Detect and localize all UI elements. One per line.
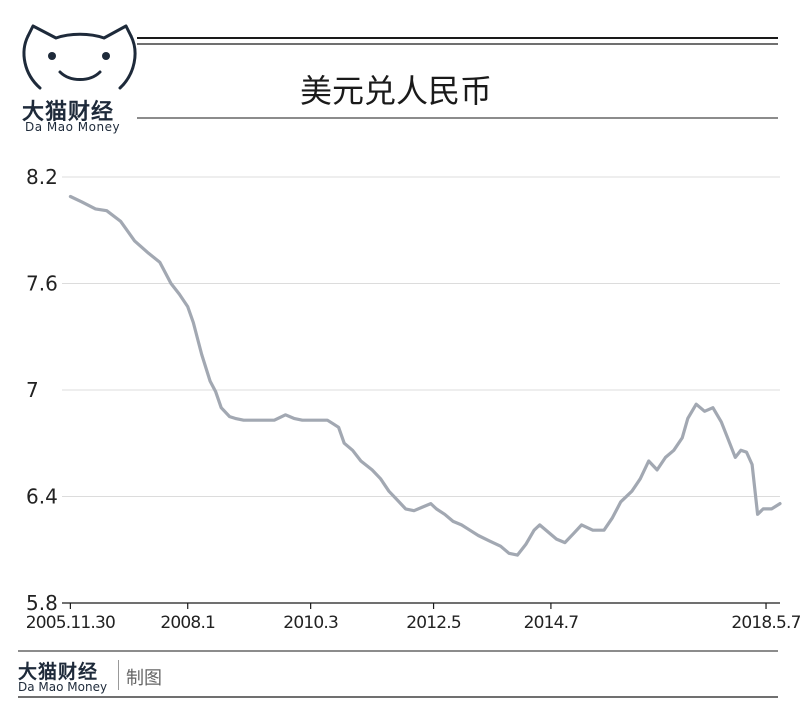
y-tick-label: 7.6 — [26, 272, 58, 296]
footer-brand-en: Da Mao Money — [18, 680, 108, 694]
x-tick-label: 2008.1 — [160, 613, 215, 633]
y-tick-label: 7 — [26, 378, 39, 402]
series-line — [68, 194, 782, 557]
x-tick-label: 2010.3 — [283, 613, 338, 633]
brand-name-cn: 大猫财经 — [22, 100, 115, 125]
chart-title: 美元兑人民币 — [300, 72, 493, 110]
footer-credit: 制图 — [126, 668, 162, 689]
footer-brand-cn: 大猫财经 — [18, 661, 99, 683]
y-tick-label: 5.8 — [26, 591, 58, 615]
x-tick-label: 2005.11.30 — [26, 613, 115, 633]
x-tick-label: 2012.5 — [406, 613, 461, 633]
x-tick-label: 2018.5.7 — [731, 613, 800, 633]
y-tick-label: 6.4 — [26, 485, 58, 509]
y-tick-label: 8.2 — [26, 165, 58, 189]
x-tick-label: 2014.7 — [524, 613, 579, 633]
footer-separator — [118, 660, 119, 690]
brand-name-en: Da Mao Money — [25, 120, 121, 134]
cat-face-icon — [22, 24, 137, 90]
